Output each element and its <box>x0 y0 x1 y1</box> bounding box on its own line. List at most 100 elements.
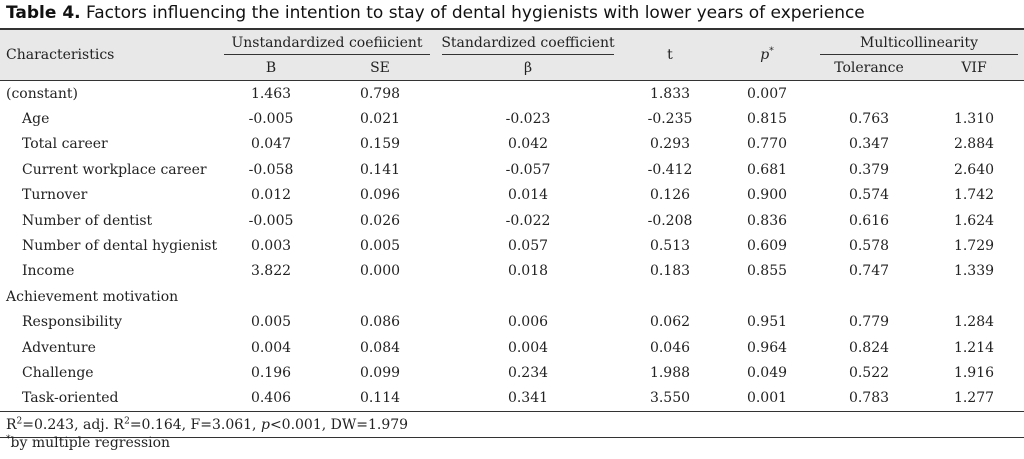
row-label: Number of dentist <box>22 212 153 229</box>
cell-beta: 0.234 <box>507 364 549 381</box>
table-row: Number of dental hygienist 0.003 0.005 0.05… <box>0 233 1024 258</box>
row-label: Responsibility <box>22 314 123 331</box>
table-row: Turnover 0.012 0.096 0.014 0.126 0.900 0.574 1.… <box>0 183 1024 208</box>
cell-se: 0.114 <box>359 390 401 407</box>
cell-tol: 0.578 <box>848 238 890 255</box>
table-row: Current workplace career -0.058 0.141 -0.05… <box>0 157 1024 182</box>
cell-vif <box>924 284 1024 309</box>
cell-vif: 2.884 <box>953 136 995 153</box>
summary-sup-2: 2 <box>124 415 130 426</box>
cell-p: 0.951 <box>746 314 788 331</box>
cell-p: 0.049 <box>746 364 788 381</box>
cell-se: 0.159 <box>359 136 401 153</box>
cell-tol: 0.783 <box>848 390 890 407</box>
cell-p: 0.609 <box>746 238 788 255</box>
header-standardized-label: Standardized coefficient <box>441 34 615 51</box>
cell-se: 0.021 <box>359 111 401 128</box>
table-row: Age -0.005 0.021 -0.023 -0.235 0.815 0.763 1.31… <box>0 106 1024 131</box>
summary-r: R <box>6 416 17 433</box>
cell-se: 0.096 <box>359 187 401 204</box>
cell-p: 0.855 <box>746 263 788 280</box>
cell-se <box>324 284 436 309</box>
cell-t: -0.412 <box>647 161 693 178</box>
cell-beta: 0.004 <box>507 339 549 356</box>
table-row: Total career 0.047 0.159 0.042 0.293 0.770 0.3… <box>0 132 1024 157</box>
cell-vif: 1.729 <box>953 238 995 255</box>
table-footnote: *by multiple regression <box>6 435 170 451</box>
table-row: Income 3.822 0.000 0.018 0.183 0.855 0.747 1.33… <box>0 259 1024 284</box>
row-label: Challenge <box>22 364 94 381</box>
cell-p: 0.836 <box>746 212 788 229</box>
cell-se: 0.141 <box>359 161 401 178</box>
cell-tol <box>814 81 924 107</box>
cell-tol: 0.347 <box>848 136 890 153</box>
table-caption-label: Table 4. <box>6 3 81 23</box>
cell-se: 0.099 <box>359 364 401 381</box>
cell-p: 0.900 <box>746 187 788 204</box>
cell-vif: 1.214 <box>953 339 995 356</box>
table-row: (constant) 1.463 0.798 1.833 0.007 <box>0 81 1024 107</box>
cell-vif: 2.640 <box>953 161 995 178</box>
cell-tol: 0.522 <box>848 364 890 381</box>
cell-beta: 0.014 <box>507 187 549 204</box>
header-b: B <box>218 55 324 81</box>
cell-tol: 0.574 <box>848 187 890 204</box>
row-label: Achievement motivation <box>6 288 179 305</box>
row-label: Age <box>22 111 50 128</box>
cell-vif: 1.277 <box>953 390 995 407</box>
header-unstandardized: Unstandardized coefiicient <box>218 29 436 55</box>
header-standardized: Standardized coefficient <box>436 29 620 55</box>
cell-p: 0.815 <box>746 111 788 128</box>
summary-text-3: <0.001, DW=1.979 <box>269 416 409 433</box>
cell-t: -0.235 <box>647 111 693 128</box>
cell-b: 0.406 <box>250 390 292 407</box>
cell-tol: 0.779 <box>848 314 890 331</box>
row-label: Number of dental hygienist <box>22 238 218 255</box>
cell-b: -0.058 <box>248 161 294 178</box>
regression-table: Characteristics Unstandardized coefiicie… <box>0 28 1024 439</box>
table-row: Adventure 0.004 0.084 0.004 0.046 0.964 0.824 1… <box>0 335 1024 360</box>
cell-se: 0.798 <box>359 85 401 102</box>
cell-vif: 1.916 <box>953 364 995 381</box>
summary-text-1: =0.243, adj. R <box>22 416 125 433</box>
row-label: Turnover <box>22 187 88 204</box>
header-vif: VIF <box>924 55 1024 81</box>
cell-se: 0.026 <box>359 212 401 229</box>
cell-b: 0.004 <box>250 339 292 356</box>
cell-tol: 0.379 <box>848 161 890 178</box>
row-label: Adventure <box>22 339 96 356</box>
header-se: SE <box>324 55 436 81</box>
table-header: Characteristics Unstandardized coefiicie… <box>0 29 1024 81</box>
header-t: t <box>620 29 720 81</box>
cell-p: 0.770 <box>746 136 788 153</box>
cell-t: -0.208 <box>647 212 693 229</box>
cell-beta <box>436 81 620 107</box>
cell-vif: 1.310 <box>953 111 995 128</box>
table-row: Challenge 0.196 0.099 0.234 1.988 0.049 0.522 1… <box>0 360 1024 385</box>
cell-se: 0.000 <box>359 263 401 280</box>
cell-p: 0.001 <box>746 390 788 407</box>
cell-tol: 0.824 <box>848 339 890 356</box>
cell-se: 0.005 <box>359 238 401 255</box>
cell-t: 0.513 <box>649 238 691 255</box>
table-row: Responsibility 0.005 0.086 0.006 0.062 0.951 0… <box>0 310 1024 335</box>
cell-t: 3.550 <box>649 390 691 407</box>
row-label: (constant) <box>6 85 79 102</box>
cell-t: 0.126 <box>649 187 691 204</box>
cell-beta: 0.042 <box>507 136 549 153</box>
cell-beta: 0.057 <box>507 238 549 255</box>
summary-text-2: =0.164, F=3.061, <box>129 416 261 433</box>
cell-b: 0.047 <box>250 136 292 153</box>
header-multicollinearity-label: Multicollinearity <box>860 34 978 51</box>
cell-b: -0.005 <box>248 111 294 128</box>
cell-tol: 0.616 <box>848 212 890 229</box>
header-p-mark: * <box>769 46 774 57</box>
header-beta: β <box>436 55 620 81</box>
cell-b: 0.012 <box>250 187 292 204</box>
cell-vif: 1.742 <box>953 187 995 204</box>
cell-vif: 1.339 <box>953 263 995 280</box>
header-p: p* <box>720 29 814 81</box>
cell-beta: 0.341 <box>507 390 549 407</box>
table-caption: Table 4. Factors influencing the intenti… <box>6 0 1020 26</box>
cell-b: 0.196 <box>250 364 292 381</box>
